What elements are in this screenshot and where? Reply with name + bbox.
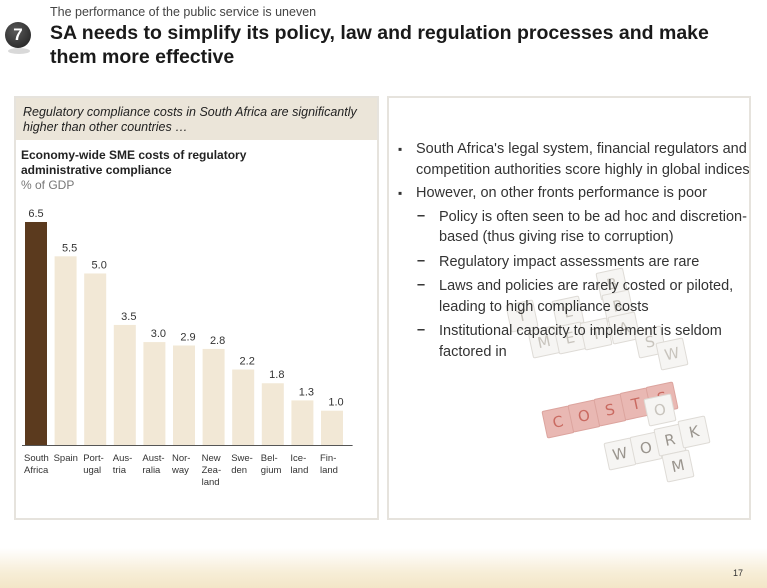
sub-bullet-item: – Laws and policies are rarely costed or … <box>394 276 754 317</box>
bar-value-label-10: 1.0 <box>328 397 343 409</box>
page-title: SA needs to simplify its policy, law and… <box>50 22 709 68</box>
bar-5 <box>173 345 195 445</box>
chart-unit: % of GDP <box>21 178 75 192</box>
bar-value-label-4: 3.0 <box>151 328 166 340</box>
chart-panel-header <box>16 98 377 140</box>
dash-marker: – <box>417 277 426 293</box>
section-number-badge: 7 <box>5 22 31 48</box>
bullet-text: South Africa's legal system, financial r… <box>416 141 750 178</box>
footer-band <box>0 548 767 588</box>
category-label-6: New Zea-land <box>202 453 222 488</box>
bar-0 <box>25 222 47 445</box>
bar-value-label-3: 3.5 <box>121 311 136 323</box>
dash-marker: – <box>417 322 426 338</box>
bar-value-label-9: 1.3 <box>299 386 314 398</box>
sub-bullet-text: Policy is often seen to be ad hoc and di… <box>439 208 747 246</box>
bullet-marker: ▪ <box>398 142 403 156</box>
category-label-9: Ice-land <box>290 453 308 476</box>
bar-9 <box>291 400 314 445</box>
chart-panel-title: Regulatory compliance costs in South Afr… <box>23 105 357 134</box>
bar-10 <box>321 410 343 445</box>
bar-1 <box>54 256 77 445</box>
bullet-text: However, on other fronts performance is … <box>416 185 707 201</box>
bar-6 <box>202 348 225 445</box>
findings-list: ▪ South Africa's legal system, financial … <box>394 139 754 366</box>
category-label-4: Aust-ralia <box>142 453 164 476</box>
bullet-marker: ▪ <box>398 186 403 200</box>
category-label-0: South Africa <box>24 453 49 476</box>
sub-bullet-text: Institutional capacity to implement is s… <box>439 323 722 360</box>
sub-bullet-item: – Regulatory impact assessments are rare <box>394 252 754 273</box>
chart-title: Economy-wide SME costs of regulatory adm… <box>21 148 247 177</box>
sub-bullet-text: Laws and policies are rarely costed or p… <box>439 278 734 315</box>
bar-value-label-7: 2.2 <box>240 356 255 368</box>
section-kicker: The performance of the public service is… <box>50 5 317 19</box>
bar-chart: 6.5 South Africa 5.5 Spain 5.0 Port-ugal 3.5 Aus… <box>22 208 353 488</box>
category-label-10: Fin-land <box>320 453 338 476</box>
bar-value-label-0: 6.5 <box>28 208 43 220</box>
bullet-item: ▪ South Africa's legal system, financial … <box>394 139 754 180</box>
bar-value-label-2: 5.0 <box>92 259 107 271</box>
category-label-5: Nor-way <box>171 453 190 476</box>
dash-marker: – <box>417 252 426 269</box>
category-label-7: Swe-den <box>231 453 253 476</box>
bar-2 <box>84 273 107 445</box>
category-label-2: Port-ugal <box>83 453 104 476</box>
sub-bullet-text: Regulatory impact assessments are rare <box>439 253 700 270</box>
category-label-3: Aus-tria <box>113 453 133 476</box>
dash-marker: – <box>417 207 426 224</box>
bar-3 <box>113 324 136 445</box>
page-number: 17 <box>732 568 743 578</box>
sub-bullet-item: – Policy is often seen to be ad hoc and d… <box>394 207 754 248</box>
bar-7 <box>232 369 255 445</box>
bar-value-label-5: 2.9 <box>180 332 195 344</box>
bar-8 <box>261 383 284 445</box>
bar-value-label-6: 2.8 <box>210 335 225 347</box>
bar-value-label-8: 1.8 <box>269 369 284 381</box>
bullet-item: ▪ However, on other fronts performance is… <box>394 183 754 204</box>
bar-value-label-1: 5.5 <box>62 242 77 254</box>
chart-panel: Regulatory compliance costs in South Afr… <box>14 96 379 520</box>
section-number-shadow <box>8 48 30 54</box>
category-label-8: Bel-gium <box>261 453 282 476</box>
sub-bullet-item: – Institutional capacity to implement is … <box>394 321 754 362</box>
bar-4 <box>143 342 166 445</box>
category-label-1: Spain <box>54 453 78 464</box>
